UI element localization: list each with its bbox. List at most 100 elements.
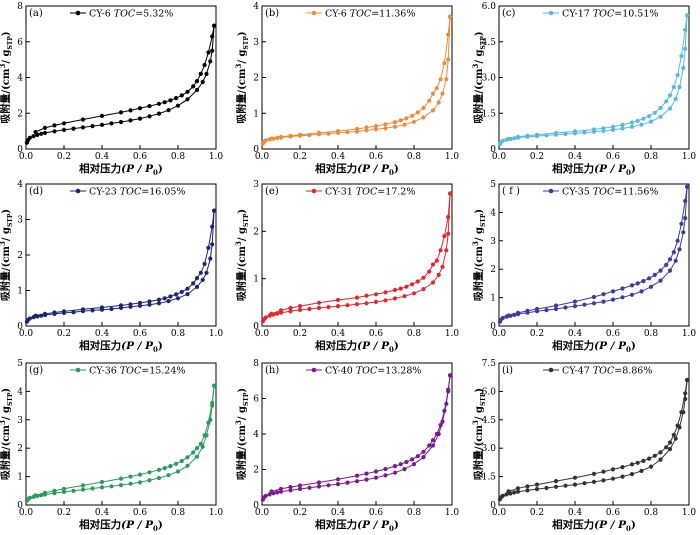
desorption-point <box>288 133 293 138</box>
adsorption-point <box>383 298 388 303</box>
desorption-point <box>137 106 143 111</box>
legend-label: CY-40 TOC=13.28% <box>325 366 421 377</box>
y-tick-label: 5 <box>17 359 23 369</box>
adsorption-point <box>648 464 654 469</box>
desorption-point <box>33 493 38 498</box>
desorption-point <box>147 104 152 109</box>
x-tick-label: 0.6 <box>606 152 621 162</box>
desorption-point <box>446 215 451 220</box>
legend-label: CY-35 TOC=11.56% <box>562 187 658 198</box>
plot-frame <box>261 362 453 506</box>
adsorption-point <box>601 478 606 483</box>
adsorption-point <box>275 311 280 316</box>
adsorption-point <box>677 84 682 90</box>
adsorption-point <box>185 463 190 468</box>
adsorption-point <box>210 48 215 53</box>
adsorption-point <box>515 489 521 494</box>
desorption-point <box>515 134 521 139</box>
desorption-point <box>442 408 447 413</box>
y-tick-label: 1 <box>253 109 259 119</box>
y-tick-label: 3 <box>253 38 259 48</box>
desorption-point <box>162 296 167 301</box>
desorption-point <box>398 118 403 123</box>
desorption-point <box>534 132 540 137</box>
desorption-point <box>212 23 217 28</box>
adsorption-point <box>175 469 181 474</box>
adsorption-point <box>288 309 293 314</box>
y-tick-label: 1.5 <box>482 109 497 119</box>
x-tick-label: 0.4 <box>331 329 346 339</box>
x-tick-label: 0.6 <box>133 329 148 339</box>
x-tick-label: 0.4 <box>95 152 110 162</box>
adsorption-point <box>639 468 644 473</box>
y-axis-title: 吸附量/(cm3/ gSTP) <box>0 209 14 301</box>
adsorption-point <box>436 100 441 105</box>
adsorption-point <box>208 59 213 64</box>
y-axis-title: 吸附量/(cm3/ gSTP) <box>234 209 250 301</box>
adsorption-point <box>440 91 445 96</box>
desorption-point <box>415 279 420 284</box>
x-tick-label: 0.0 <box>492 329 507 339</box>
x-tick-label: 0.8 <box>644 508 659 518</box>
x-tick-label: 0.8 <box>171 152 186 162</box>
desorption-point <box>635 460 640 465</box>
y-tick-label: 6.0 <box>482 387 497 397</box>
adsorption-point <box>500 138 505 143</box>
desorption-point <box>278 486 284 491</box>
desorption-point <box>679 53 684 59</box>
adsorption-point <box>52 129 57 134</box>
desorption-point <box>297 132 303 137</box>
desorption-point <box>194 446 200 451</box>
desorption-point <box>156 101 162 106</box>
adsorption-point <box>430 108 436 113</box>
desorption-point <box>675 73 680 78</box>
plot-frame <box>261 183 453 327</box>
adsorption-point <box>629 292 635 297</box>
adsorption-point <box>610 476 616 481</box>
x-tick-label: 1.0 <box>682 329 697 339</box>
plot-frame <box>498 362 690 506</box>
adsorption-point <box>411 119 417 124</box>
adsorption-point <box>421 115 426 120</box>
y-tick-label: 8 <box>17 2 23 12</box>
x-tick-label: 0.0 <box>19 508 34 518</box>
adsorption-point <box>364 301 369 306</box>
desorption-point <box>156 467 162 472</box>
desorption-point <box>206 50 211 55</box>
adsorption-point <box>681 230 686 235</box>
desorption-point <box>652 272 657 277</box>
adsorption-point <box>383 473 388 478</box>
desorption-point <box>664 445 669 450</box>
adsorption-point <box>61 489 67 494</box>
adsorption-point <box>648 119 654 124</box>
desorption-point <box>42 311 48 316</box>
desorption-point <box>52 123 57 128</box>
adsorption-point <box>500 493 505 498</box>
y-tick-label: 3 <box>253 180 259 190</box>
adsorption-point <box>354 302 360 307</box>
adsorption-point <box>500 315 505 321</box>
adsorption-point <box>430 280 436 285</box>
adsorption-point <box>639 122 644 127</box>
desorption-point <box>80 307 86 312</box>
panel-9: 0.0 0.2 0.4 0.6 0.8 1.0 0 1.5 3.0 4.5 6.0 7.5 (i) CY-… <box>471 359 696 533</box>
adsorption-point <box>620 474 625 479</box>
desorption-point <box>635 118 640 123</box>
y-tick-label: 0 <box>490 322 496 332</box>
desorption-point <box>667 93 673 98</box>
desorption-point <box>198 71 203 76</box>
desorption-point <box>174 292 179 297</box>
x-tick-label: 0.8 <box>171 329 186 339</box>
desorption-point <box>683 391 688 396</box>
y-axis-title: 吸附量/(cm3/ gSTP) <box>471 209 487 301</box>
y-tick-label: 2 <box>17 251 23 261</box>
adsorption-point <box>147 302 152 307</box>
legend-marker <box>75 367 81 373</box>
panel-label: (d) <box>29 186 43 197</box>
desorption-point <box>99 113 105 118</box>
desorption-point <box>652 453 657 458</box>
desorption-point <box>658 105 663 111</box>
y-tick-label: 0 <box>253 322 259 332</box>
y-tick-label: 6 <box>17 38 23 48</box>
legend-marker <box>311 10 317 16</box>
